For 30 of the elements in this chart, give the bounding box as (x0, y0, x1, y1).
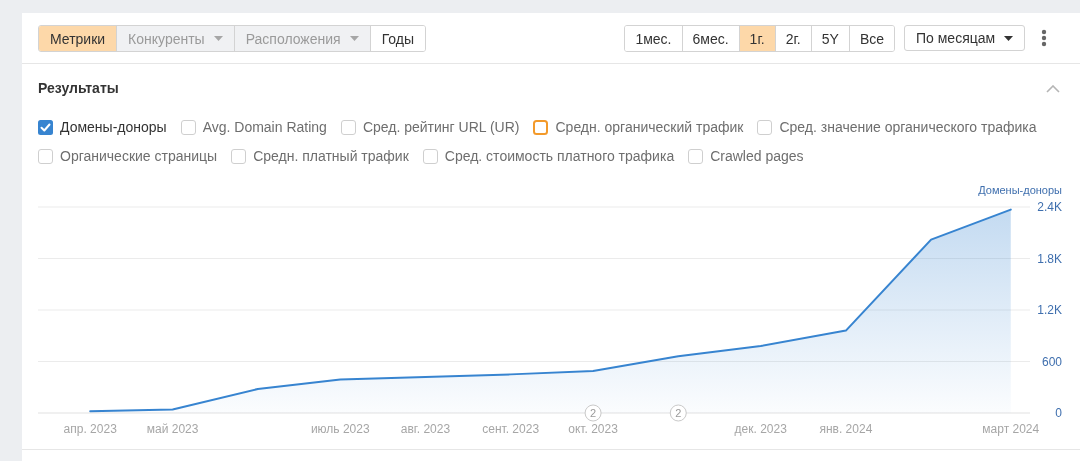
x-tick-label: апр. 2023 (63, 422, 118, 437)
text: Сред. стоимость платного трафика (444, 148, 675, 164)
dropdown-button: По месяцам (904, 25, 1026, 51)
x-tick-label: май 2023 (146, 422, 199, 437)
annotation: 2 (590, 406, 597, 419)
text: Сред. рейтинг URL (UR) (362, 119, 520, 135)
y-tick-label: 1.8K (1037, 251, 1062, 266)
button-group: 1мес. 6мес. 1г. 2г. 5Y Все (624, 25, 895, 52)
text: Сред. значение органического трафика (779, 119, 1037, 135)
text: Avg. Domain Rating (202, 119, 327, 135)
x-tick-label: март 2024 (982, 422, 1040, 437)
text: Средн. органический трафик (555, 119, 744, 135)
x-tick-label: сент. 2023 (482, 422, 540, 437)
button-group: Метрики Конкуренты Расположения Годы (38, 25, 426, 52)
x-tick-label: дек. 2023 (734, 422, 788, 437)
y-axis-title: Домены-доноры (978, 183, 1063, 196)
legend-label: Домены-доноры (60, 119, 167, 135)
y-tick-label: 1.2K (1037, 303, 1062, 318)
x-tick-label: янв. 2024 (819, 422, 873, 437)
text: Crawled pages (710, 148, 804, 164)
annotation: 2 (675, 406, 682, 419)
chart-title: Результаты (38, 80, 119, 96)
x-tick-label: авг. 2023 (400, 422, 451, 437)
x-tick-label: июль 2023 (310, 422, 370, 437)
x-tick-label: окт. 2023 (568, 422, 619, 437)
y-tick-label: 2.4K (1037, 200, 1062, 215)
y-tick-label: 600 (1041, 354, 1063, 369)
text: Средн. платный трафик (253, 148, 409, 164)
text: Органические страницы (60, 148, 218, 164)
y-tick-label: 0 (1055, 406, 1063, 421)
